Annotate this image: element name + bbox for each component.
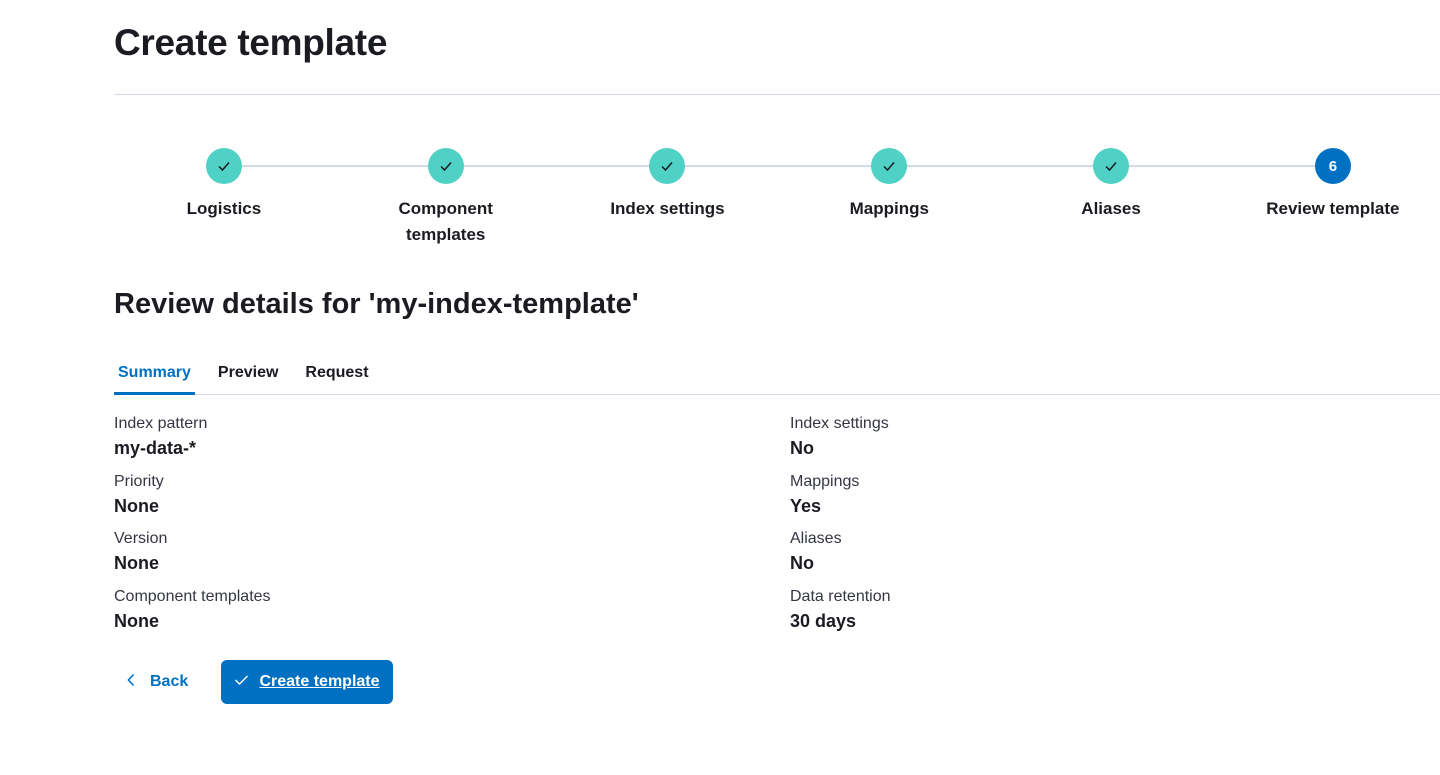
- back-label: Back: [150, 673, 189, 690]
- check-icon: [649, 148, 686, 184]
- step-index-settings[interactable]: Index settings: [557, 148, 779, 248]
- summary-item: Data retention 30 days: [790, 587, 891, 645]
- summary-label: Version: [114, 530, 168, 547]
- tab-preview[interactable]: Preview: [217, 364, 279, 381]
- back-button[interactable]: Back: [118, 661, 196, 703]
- step-component-templates[interactable]: Component templates: [335, 148, 557, 248]
- summary-label: Component templates: [114, 587, 271, 605]
- summary-right: Index settings No Mappings Yes Aliases No D…: [790, 414, 891, 644]
- check-icon: [1093, 148, 1130, 184]
- create-template-label: Create template: [259, 673, 380, 690]
- summary-label: Data retention: [790, 587, 891, 605]
- step-number: 6: [1314, 148, 1351, 184]
- summary-value: Yes: [790, 495, 822, 516]
- step-review-template: 6 Review template: [1222, 148, 1440, 248]
- summary-item: Component templates None: [114, 587, 271, 645]
- step-label: Aliases: [1081, 199, 1141, 218]
- step-label: Mappings: [849, 199, 929, 218]
- check-icon: [205, 148, 242, 184]
- step-label: Review template: [1266, 199, 1400, 218]
- tab-summary[interactable]: Summary: [114, 360, 195, 395]
- chevron-left-icon: [126, 673, 136, 692]
- step-aliases[interactable]: Aliases: [1000, 148, 1222, 248]
- divider: [114, 94, 1440, 95]
- step-logistics[interactable]: Logistics: [113, 148, 335, 248]
- stepper: Logistics Component templates Index sett…: [113, 148, 1440, 248]
- summary-label: Aliases: [790, 530, 842, 547]
- steps-connector: [224, 165, 1328, 167]
- summary-item: Version None: [114, 529, 271, 587]
- summary-item: Index pattern my-data-*: [114, 414, 271, 472]
- summary-value: No: [790, 438, 814, 458]
- step-label: Logistics: [186, 199, 262, 218]
- summary-value: No: [790, 553, 814, 573]
- summary-label: Mappings: [790, 472, 860, 490]
- check-icon: [234, 673, 249, 691]
- step-label: Index settings: [610, 199, 725, 218]
- summary-item: Mappings Yes: [790, 472, 891, 530]
- summary-value: 30 days: [790, 610, 857, 631]
- step-mappings[interactable]: Mappings: [778, 148, 1000, 248]
- summary-item: Aliases No: [790, 529, 891, 587]
- summary-value: None: [114, 495, 159, 516]
- step-label: Component templates: [398, 199, 493, 244]
- check-icon: [871, 148, 908, 184]
- create-template-button[interactable]: Create template: [221, 660, 393, 704]
- summary-label: Index pattern: [114, 415, 208, 432]
- summary-label: Priority: [114, 472, 164, 490]
- review-heading: Review details for 'my-index-template': [114, 288, 639, 320]
- check-icon: [427, 148, 464, 184]
- summary-left: Index pattern my-data-* Priority None Vers…: [114, 414, 271, 644]
- page-title: Create template: [114, 22, 388, 63]
- tab-bar: Summary Preview Request: [114, 360, 1440, 395]
- summary-label: Index settings: [790, 415, 889, 432]
- summary-value: None: [114, 553, 159, 573]
- summary-item: Priority None: [114, 472, 271, 530]
- summary-item: Index settings No: [790, 414, 891, 472]
- tab-request[interactable]: Request: [305, 364, 369, 381]
- summary-value: None: [114, 610, 159, 631]
- summary-value: my-data-*: [114, 438, 197, 458]
